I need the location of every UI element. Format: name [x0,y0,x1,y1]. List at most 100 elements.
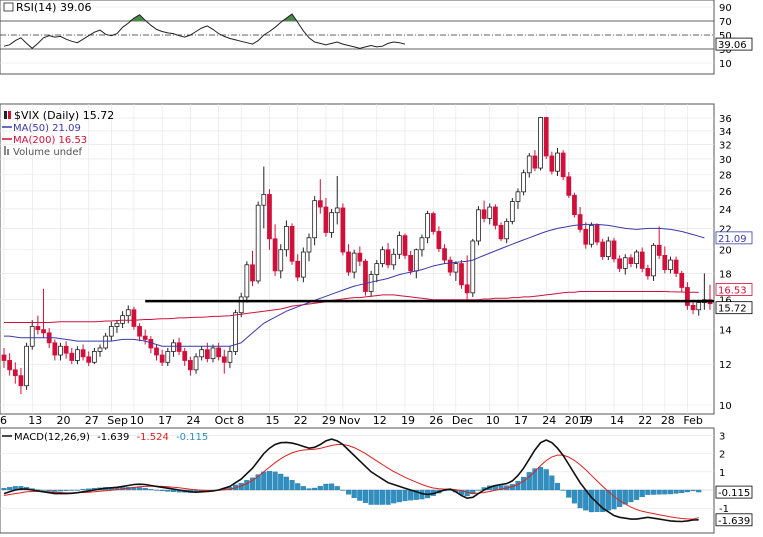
candle-body [188,360,193,371]
candle-body [634,251,639,265]
macd-histogram-bar [255,474,261,491]
candle-body [594,224,600,243]
macd-histogram-bar [312,487,318,491]
candle-body [267,194,272,240]
candle-body [408,255,414,272]
date-tick-label: 14 [610,414,624,427]
candle-body [261,194,267,206]
price-y-axis: 36 34 32 30 28 26 24 22 20 18 16 14 12 10 [719,114,732,412]
price-tag-2-text: 15.72 [718,304,747,315]
macd-histogram-bar [137,487,143,491]
candle-body [589,224,594,245]
macd-histogram-bar [611,489,617,510]
candle-body [492,206,498,226]
macd-signal-value: -1.524 [137,432,169,443]
date-tick-label: 29 [322,414,336,427]
candle-body [668,259,673,271]
rsi-panel-frame [0,0,715,75]
candle-body [35,326,41,331]
macd-histogram [1,466,702,513]
candle-body [543,117,549,157]
candle-body [696,302,702,311]
date-tick-label: 17 [158,414,172,427]
candlesticks [1,116,713,395]
price-tick-label: 28 [719,170,732,181]
candle-body [572,194,577,215]
candle-body [120,315,125,324]
macd-panel: 3 2 1 -1 -0.115 -1.639 MACD(12,26,9) -1.639 … [0,427,753,534]
price-tick-label: 14 [719,326,732,337]
macd-tag-0-text: -0.115 [718,488,750,499]
candle-body [312,200,318,239]
macd-tick-label: 1 [719,468,725,479]
date-tick-label: 22 [638,414,652,427]
macd-histogram-bar [283,476,289,491]
macd-histogram-bar [46,489,52,492]
date-tick-label: 12 [373,414,387,427]
candle-body [41,329,46,334]
macd-histogram-bar [69,489,75,491]
candle-body [244,264,250,298]
macd-hist-value: -0.115 [176,432,208,443]
candle-body [368,274,374,292]
candle-body [182,351,188,361]
macd-histogram-bar [543,469,549,491]
rsi-line [3,13,406,49]
candle-body [199,349,205,358]
candle-body [255,204,261,282]
macd-histogram-bar [554,482,561,491]
date-tick-label: 10 [130,414,144,427]
macd-tag-1-box [715,513,753,527]
macd-line [3,438,699,523]
macd-histogram-bar [622,489,628,505]
macd-histogram-bar [650,489,657,495]
candle-body [521,172,526,193]
rsi-title-text: RSI(14) 39.06 [16,1,91,14]
candle-body [204,349,210,360]
date-tick-label: 15 [265,414,279,427]
rsi-last-value-text: 39.06 [718,40,747,51]
candle-body [346,251,351,273]
macd-histogram-bar [634,489,640,500]
macd-tags: -0.115 -1.639 [715,485,753,527]
candle-body [577,214,583,230]
candle-body [453,263,459,273]
rsi-tick-label: 70 [719,17,732,28]
candle-body [131,309,137,327]
price-legend: $VIX (Daily) 15.72 MA(50) 21.09 MA(200) … [2,109,114,158]
macd-histogram-bar [289,480,295,491]
macd-histogram-bar [340,489,346,491]
price-panel-frame [0,103,715,415]
macd-histogram-bar [588,489,594,513]
candle-body [114,322,120,327]
candle-body [289,225,295,262]
macd-histogram-bar [170,489,176,492]
rsi-tick-label: 10 [719,59,732,70]
candle-body [560,152,566,178]
candle-body [600,241,606,257]
candle-body [402,235,408,256]
candle-body [272,238,278,272]
candle-body [374,263,380,275]
macd-histogram-bar [159,489,165,492]
candle-body [413,249,419,272]
macd-histogram-bar [323,483,329,491]
price-tag-2-box [715,301,753,315]
macd-histogram-bar [526,472,532,491]
candle-body [69,352,75,361]
candle-body [176,342,182,352]
candle-body [284,225,289,251]
macd-tag-0-box [715,485,753,499]
macd-histogram-bar [413,489,419,500]
candle-body [108,326,114,337]
candle-body [639,251,645,269]
macd-histogram-bar [1,488,7,491]
candle-body [193,356,199,371]
legend-ma50: MA(50) 21.09 [2,123,81,134]
candle-body [58,345,63,356]
price-tick-label: 30 [719,155,732,166]
ma200-line [4,291,699,323]
macd-histogram-bar [278,473,284,491]
price-tick-label: 24 [719,205,732,216]
